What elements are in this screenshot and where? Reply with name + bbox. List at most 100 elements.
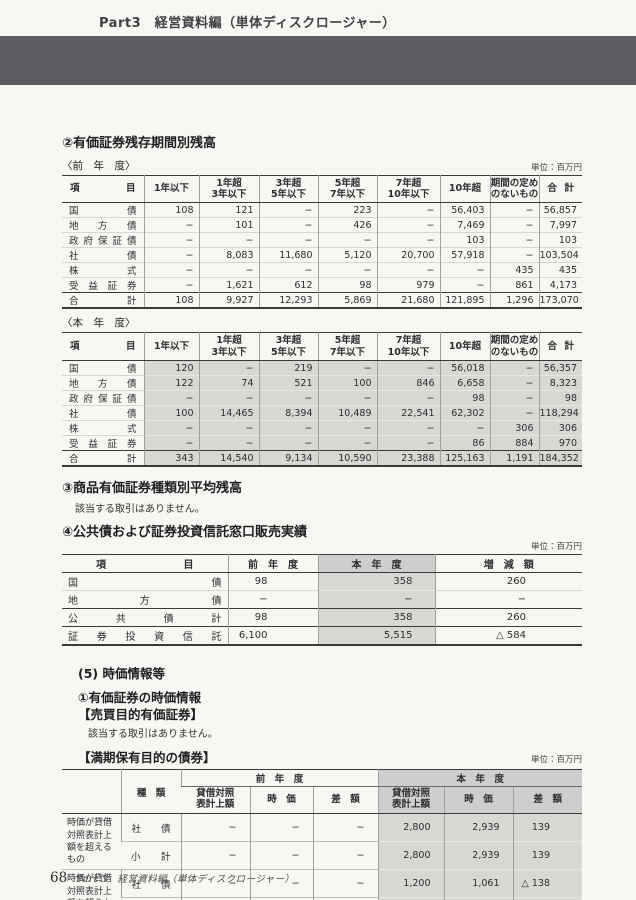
row-label: 国債 (62, 360, 144, 376)
cell: − (489, 202, 539, 218)
col-header-7-10y: 7年超 10年以下 (376, 332, 440, 362)
subsection-title-securities-fv: ①有価証券の時価情報 (78, 690, 202, 706)
cell: 5,869 (317, 292, 377, 309)
row-label: 地方債 (62, 217, 144, 233)
page-content: ②有価証券残存期間別残高 〈前 年 度〉 単位：百万円 項目 1年以下 1年超 … (62, 136, 583, 900)
held-to-maturity-table: 種 類 前 年 度 本 年 度 貸借対照 表計上額 時 価 差 額 貸借対照 表… (62, 769, 583, 900)
cell: 223 (317, 202, 377, 218)
cell: − (198, 232, 259, 248)
table-row: 証券投資信託 6,100 5,515 △ 584 (62, 626, 582, 646)
cell: 1,200 (377, 897, 444, 900)
cell: 2,939 (443, 813, 513, 842)
cell: 122 (143, 375, 199, 391)
cell: − (143, 232, 199, 248)
page-number: 68 (50, 870, 68, 886)
cell: 98 (317, 277, 377, 293)
col-header-5-7y: 5年超 7年以下 (317, 175, 377, 204)
cell: − (258, 262, 318, 278)
cell: − (143, 420, 199, 436)
unit-label: 単位：百万円 (530, 755, 582, 766)
row-label: 国債 (62, 572, 228, 591)
row-label: 合計 (62, 292, 144, 309)
cell: 861 (489, 277, 539, 293)
header-row: 項目 1年以下 1年超 3年以下 3年超 5年以下 5年超 7年以下 7年超 1… (62, 175, 582, 204)
subtotal-row: 公共債計 98 358 260 (62, 608, 582, 627)
section-title-fair-value: (5) 時価情報等 (78, 666, 165, 682)
row-label: 証券投資信託 (62, 626, 228, 646)
cell: 57,918 (439, 247, 490, 263)
cell: − (312, 869, 378, 898)
cell: 426 (317, 217, 377, 233)
cell: − (489, 232, 539, 248)
row-label: 地方債 (62, 590, 228, 609)
cell: − (376, 360, 440, 376)
row-label: 国債 (62, 202, 144, 218)
cell: 358 (317, 572, 435, 591)
cell: 74 (198, 375, 259, 391)
cell: 121 (198, 202, 259, 218)
cell: 120 (143, 360, 199, 376)
cell: − (180, 869, 250, 898)
col-header-balance-prev: 貸借対照 表計上額 (181, 786, 250, 815)
table-row: 株式 − − − − − − 306 306 (62, 420, 582, 436)
cell: − (258, 435, 318, 451)
cell: − (258, 390, 318, 406)
col-header-kind: 種 類 (120, 769, 181, 815)
table-row: 受益証券 − − − − − 86 884 970 (62, 435, 582, 451)
cell: − (143, 390, 199, 406)
row-label: 小計 (121, 841, 181, 870)
table-row: 地方債 − − − (62, 590, 582, 609)
cell: 98 (439, 390, 490, 406)
maturity-table-prev-year: 項目 1年以下 1年超 3年以下 3年超 5年以下 5年超 7年以下 7年超 1… (62, 174, 582, 310)
held-to-maturity-title: 【満期保有目的の債券】 (78, 750, 216, 766)
cell: 56,018 (439, 360, 490, 376)
col-header-1-3y: 1年超 3年以下 (198, 175, 259, 204)
page-footer: 68 Part 3 経営資料編（単体ディスクロージャー） (50, 870, 294, 886)
footer-text: Part 3 経営資料編（単体ディスクロージャー） (76, 874, 295, 885)
col-header-no-term: 期間の定め のないもの (489, 332, 539, 362)
col-header-item: 項目 (62, 175, 144, 204)
cell: 5,515 (317, 626, 435, 646)
cell: 139 (512, 813, 583, 842)
curr-year-caption-row: 〈本 年 度〉 (62, 315, 582, 330)
cell: 2,939 (443, 841, 513, 870)
col-header-prev-year: 前 年 度 (227, 554, 318, 574)
no-transaction-note: 該当する取引はありません。 (75, 503, 205, 515)
table-row: 地方債 − 101 − 426 − 7,469 − 7,997 (62, 217, 582, 233)
cell: 10,590 (317, 450, 377, 467)
cell: 98 (227, 572, 318, 591)
cell: 98 (227, 608, 318, 627)
cell: − (180, 897, 250, 900)
cell: − (489, 405, 539, 421)
row-label: 政府保証債 (62, 390, 144, 406)
cell: 306 (489, 420, 539, 436)
cell: 260 (434, 572, 582, 591)
page-header-title: Part3 経営資料編（単体ディスクロージャー） (99, 16, 396, 31)
cell: 21,680 (376, 292, 440, 309)
cell: 86 (439, 435, 490, 451)
cell: 1,621 (198, 277, 259, 293)
cell: − (312, 897, 378, 900)
col-header-3-5y: 3年超 5年以下 (258, 175, 318, 204)
section-title-maturity: ②有価証券残存期間別残高 (62, 136, 217, 151)
col-header-item: 項目 (62, 332, 144, 362)
col-header-over10y: 10年超 (439, 175, 490, 204)
col-group-prev-year: 前 年 度 (180, 769, 378, 788)
row-label: 小計 (121, 897, 181, 900)
unit-label: 単位：百万円 (530, 162, 582, 173)
cell: − (249, 897, 313, 900)
cell: − (434, 590, 582, 609)
section-title-otc-sales: ④公共債および証券投資信託窓口販売実績 (62, 524, 308, 540)
cell: 11,680 (258, 247, 318, 263)
subtotal-row: 小計 − − − 2,800 2,939 139 (62, 841, 583, 870)
col-header-over10y: 10年超 (439, 332, 490, 362)
col-header-curr-year: 本 年 度 (317, 554, 435, 574)
table-row: 政府保証債 − − − − − 98 − 98 (62, 390, 582, 406)
col-header-change: 増 減 額 (434, 554, 582, 574)
header-row: 項目 1年以下 1年超 3年以下 3年超 5年以下 5年超 7年以下 7年超 1… (62, 332, 582, 362)
trading-securities-title: 【売買目的有価証券】 (78, 707, 204, 723)
cell: 1,200 (377, 869, 444, 898)
col-header-fairvalue-curr: 時 価 (443, 786, 513, 815)
cell: − (376, 420, 440, 436)
cell: 14,540 (198, 450, 259, 467)
